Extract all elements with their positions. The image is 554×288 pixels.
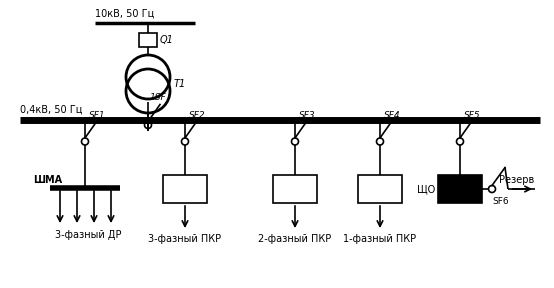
Text: 1SF: 1SF: [150, 94, 167, 103]
Text: 10кВ, 50 Гц: 10кВ, 50 Гц: [95, 9, 155, 19]
Text: T1: T1: [174, 79, 186, 89]
Text: ШМА: ШМА: [33, 175, 62, 185]
Bar: [438, 175, 482, 203]
Text: SF3: SF3: [299, 111, 316, 120]
Bar: [273, 175, 317, 203]
Text: Резерв: Резерв: [499, 175, 534, 185]
Text: 1-фазный ПКР: 1-фазный ПКР: [343, 234, 417, 244]
Text: SF2: SF2: [189, 111, 206, 120]
Text: SF1: SF1: [89, 111, 106, 120]
Text: 3-фазный ДР: 3-фазный ДР: [55, 230, 121, 240]
Text: 2-фазный ПКР: 2-фазный ПКР: [258, 234, 332, 244]
Text: РП3: РП3: [370, 184, 390, 194]
Text: SF4: SF4: [384, 111, 401, 120]
Text: Q1: Q1: [160, 35, 174, 45]
Text: 3-фазный ПКР: 3-фазный ПКР: [148, 234, 222, 244]
Text: SF5: SF5: [464, 111, 481, 120]
Bar: [139, 33, 157, 47]
Text: ЩО: ЩО: [417, 184, 435, 194]
Text: SF6: SF6: [492, 197, 509, 206]
Text: 0,4кВ, 50 Гц: 0,4кВ, 50 Гц: [20, 105, 83, 115]
Bar: [163, 175, 207, 203]
Bar: [358, 175, 402, 203]
Text: РП1: РП1: [175, 184, 195, 194]
Text: РП2: РП2: [285, 184, 305, 194]
